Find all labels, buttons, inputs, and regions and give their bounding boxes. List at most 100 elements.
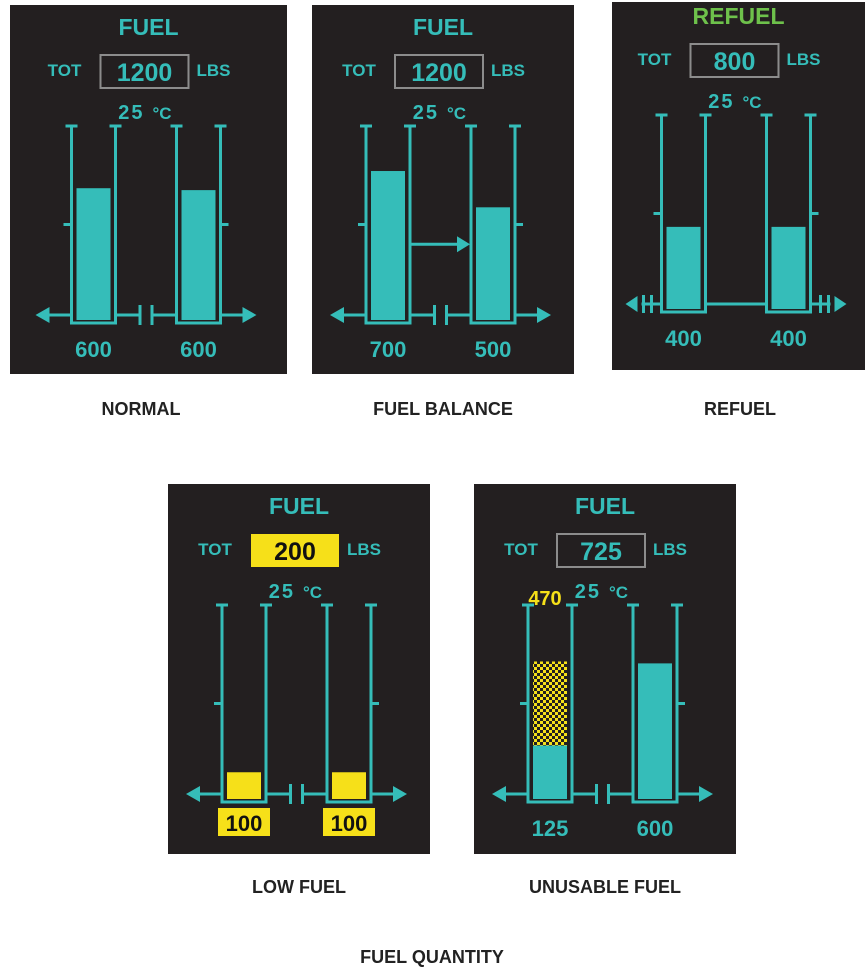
- right-fuel-fill: [476, 207, 510, 320]
- panel-low-fuel: FUEL TOT 200 LBS 25 °C 100 100: [168, 484, 430, 854]
- total-box: [99, 54, 190, 89]
- total-value: 1200: [117, 59, 173, 87]
- left-quantity: 600: [75, 337, 112, 362]
- panel-title: REFUEL: [693, 3, 785, 29]
- right-tank: 600: [170, 124, 229, 362]
- total-box: [556, 533, 646, 568]
- panel-caption: FUEL BALANCE: [373, 399, 513, 419]
- temperature-unit: °C: [153, 104, 172, 123]
- panel-normal: FUEL TOT 1200 LBS 25 °C 600 600: [10, 5, 287, 374]
- engine-feed-arrow-right: [242, 307, 257, 323]
- left-tank: 600: [63, 124, 122, 362]
- unusable-quantity: 470: [528, 588, 561, 610]
- right-tank: 100: [321, 603, 379, 836]
- engine-feed-arrow-left: [35, 307, 50, 323]
- right-fuel-fill: [181, 190, 216, 320]
- engine-feed-arrow-right: [393, 786, 407, 802]
- temperature-unit: °C: [609, 583, 628, 602]
- panel-title: FUEL: [413, 14, 473, 40]
- unit-label: LBS: [787, 50, 821, 69]
- temperature-value: 25: [413, 102, 439, 124]
- right-quantity: 600: [180, 337, 217, 362]
- panel-caption: REFUEL: [704, 399, 776, 419]
- temperature-unit: °C: [303, 583, 322, 602]
- left-quantity: 700: [370, 337, 407, 362]
- left-quantity: 100: [226, 811, 263, 836]
- engine-feed-arrow-right: [537, 307, 551, 323]
- panel-title: FUEL: [118, 14, 178, 40]
- unusable-fuel-fill: [533, 661, 567, 746]
- right-fuel-fill: [332, 772, 366, 799]
- left-tank: 400: [653, 113, 712, 351]
- left-quantity: 400: [665, 326, 702, 351]
- balance-transfer-arrow: [457, 236, 470, 253]
- temperature-value: 25: [708, 91, 734, 113]
- total-value: 800: [714, 48, 756, 76]
- unit-label: LBS: [197, 61, 231, 80]
- total-value: 725: [580, 538, 622, 566]
- tot-label: TOT: [48, 61, 82, 80]
- tot-label: TOT: [198, 540, 232, 559]
- panel-background: [474, 484, 736, 854]
- left-tank: 125: [520, 603, 578, 841]
- left-fuel-fill: [371, 171, 405, 320]
- right-quantity-box: [323, 808, 375, 836]
- right-tank: 500: [465, 124, 523, 362]
- total-value: 200: [274, 538, 316, 566]
- panel-title: FUEL: [575, 493, 635, 519]
- refuel-port-left: [625, 296, 638, 312]
- engine-feed-arrow-right: [699, 786, 713, 802]
- panel-fuel-balance: FUEL TOT 1200 LBS 25 °C 700 500: [312, 5, 574, 374]
- total-box: [251, 534, 339, 567]
- left-fuel-fill: [227, 772, 261, 799]
- panel-caption: NORMAL: [102, 399, 181, 419]
- crossfeed-lines: [330, 305, 551, 325]
- unit-label: LBS: [491, 61, 525, 80]
- right-quantity: 400: [770, 326, 807, 351]
- refuel-port-right: [834, 296, 847, 312]
- panel-refuel: REFUEL TOT 800 LBS 25 °C 400 400: [612, 2, 865, 370]
- panel-caption: UNUSABLE FUEL: [529, 877, 681, 897]
- right-fuel-fill: [771, 226, 806, 309]
- tot-label: TOT: [638, 50, 672, 69]
- tot-label: TOT: [342, 61, 376, 80]
- engine-feed-arrow-left: [330, 307, 344, 323]
- left-quantity-box: [218, 808, 270, 836]
- panel-title: FUEL: [269, 493, 329, 519]
- right-tank: 600: [627, 603, 685, 841]
- total-value: 1200: [411, 59, 467, 87]
- panel-unusable-fuel: FUEL TOT 725 LBS 25 °C 125 600 470: [474, 484, 736, 854]
- temperature-unit: °C: [447, 104, 466, 123]
- right-fuel-fill: [638, 663, 672, 799]
- unit-label: LBS: [347, 540, 381, 559]
- left-tank: 100: [214, 603, 272, 836]
- right-quantity: 500: [475, 337, 512, 362]
- left-fuel-fill: [533, 745, 567, 799]
- engine-feed-arrow-left: [186, 786, 200, 802]
- right-quantity: 100: [331, 811, 368, 836]
- unit-label: LBS: [653, 540, 687, 559]
- crossfeed-lines: [35, 305, 257, 325]
- left-fuel-fill: [76, 188, 111, 320]
- right-tank: 400: [760, 113, 819, 351]
- figure-caption: FUEL QUANTITY: [360, 947, 504, 967]
- right-quantity: 600: [637, 816, 674, 841]
- temperature-unit: °C: [743, 93, 762, 112]
- left-quantity: 125: [532, 816, 569, 841]
- total-box: [394, 54, 484, 89]
- panel-background: [312, 5, 574, 374]
- temperature-value: 25: [575, 581, 601, 603]
- panel-background: [612, 2, 865, 370]
- left-fuel-fill: [666, 226, 701, 309]
- crossfeed-lines: [186, 784, 407, 804]
- crossfeed-lines: [625, 295, 847, 313]
- crossfeed-lines: [492, 784, 713, 804]
- tot-label: TOT: [504, 540, 538, 559]
- temperature-value: 25: [269, 581, 295, 603]
- panel-background: [10, 5, 287, 374]
- temperature-value: 25: [118, 102, 144, 124]
- total-box: [689, 43, 780, 78]
- engine-feed-arrow-left: [492, 786, 506, 802]
- left-tank: 700: [358, 124, 416, 362]
